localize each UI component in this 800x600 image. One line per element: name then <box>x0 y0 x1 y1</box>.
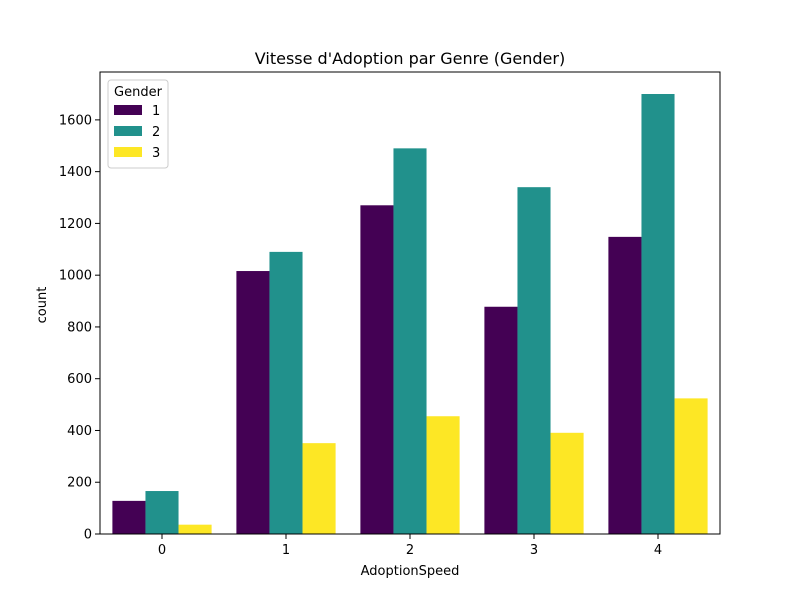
bar-gender-2-speed-2 <box>393 148 427 534</box>
y-tick-label: 800 <box>67 320 92 335</box>
x-axis: 0 1 2 3 4 <box>158 534 662 558</box>
x-tick-label: 3 <box>530 543 538 558</box>
x-tick-label: 0 <box>158 543 166 558</box>
x-tick-label: 1 <box>282 543 290 558</box>
bar-gender-3-speed-4 <box>674 398 708 534</box>
legend-title: Gender <box>114 85 163 100</box>
x-axis-label: AdoptionSpeed <box>361 564 460 579</box>
y-tick-label: 400 <box>67 424 92 439</box>
legend: Gender 1 2 3 <box>107 79 169 169</box>
bar-gender-2-speed-4 <box>641 94 675 534</box>
y-axis-label: count <box>35 287 50 324</box>
y-tick-label: 1400 <box>59 165 92 180</box>
legend-swatch-2 <box>114 126 142 136</box>
bar-gender-3-speed-2 <box>426 416 460 534</box>
legend-entries: 1 2 3 <box>114 104 160 161</box>
legend-swatch-1 <box>114 105 142 115</box>
bar-gender-2-speed-0 <box>145 491 179 534</box>
y-tick-label: 1200 <box>59 217 92 232</box>
bar-gender-3-speed-0 <box>178 524 212 534</box>
legend-swatch-3 <box>114 147 142 157</box>
y-tick-label: 1000 <box>59 269 92 284</box>
x-tick-label: 4 <box>654 543 662 558</box>
bar-gender-1-speed-0 <box>112 500 146 534</box>
y-tick-label: 1600 <box>59 113 92 128</box>
bar-gender-3-speed-1 <box>302 443 336 534</box>
y-axis: 0 200 400 600 800 1000 1200 1400 1600 <box>59 113 100 543</box>
bar-gender-2-speed-1 <box>269 251 303 534</box>
bar-gender-2-speed-3 <box>517 187 551 535</box>
legend-label-3: 3 <box>152 146 160 161</box>
legend-box <box>107 79 169 169</box>
bar-gender-1-speed-1 <box>236 271 270 534</box>
x-tick-label: 2 <box>406 543 414 558</box>
y-tick-label: 200 <box>67 476 92 491</box>
legend-label-2: 2 <box>152 125 160 140</box>
bar-gender-3-speed-3 <box>550 432 584 534</box>
legend-label-1: 1 <box>152 104 160 119</box>
bar-gender-1-speed-2 <box>360 205 394 534</box>
y-tick-label: 600 <box>67 372 92 387</box>
bar-gender-1-speed-3 <box>484 306 518 534</box>
chart-title: Vitesse d'Adoption par Genre (Gender) <box>255 49 565 68</box>
bars-group <box>112 94 708 535</box>
bar-gender-1-speed-4 <box>608 236 642 534</box>
y-tick-label: 0 <box>84 528 92 543</box>
